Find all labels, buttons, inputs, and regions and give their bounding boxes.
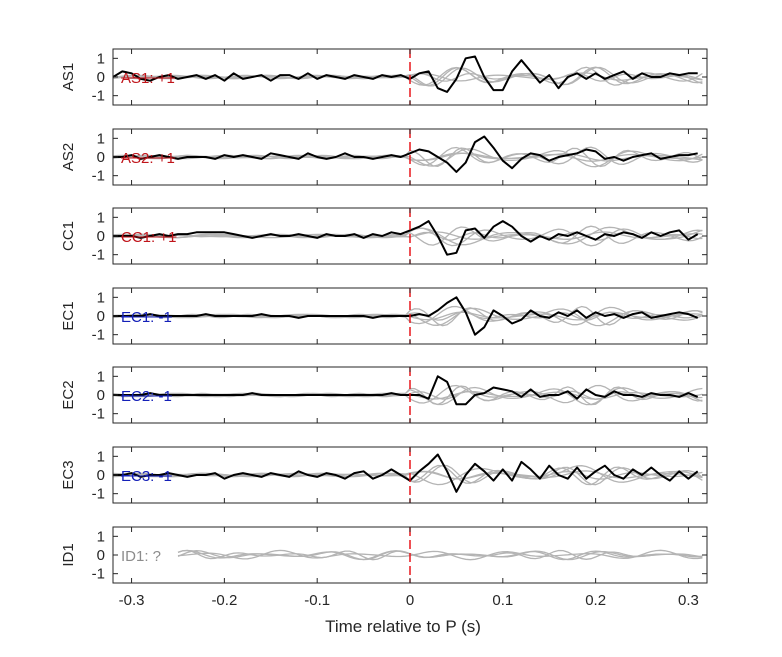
- y-tick-label: 1: [97, 130, 105, 147]
- station-label: AS1: [60, 63, 77, 91]
- background-traces: [177, 549, 703, 561]
- station-label: CC1: [60, 221, 77, 251]
- y-tick-label: -1: [92, 168, 105, 185]
- y-tick-label: -1: [92, 406, 105, 423]
- waveform-trace: [113, 296, 699, 336]
- background-trace: [113, 231, 703, 240]
- y-tick-label: 1: [97, 50, 105, 67]
- y-tick-label: -1: [92, 566, 105, 583]
- y-tick-label: 0: [97, 228, 105, 245]
- y-tick-label: 1: [97, 448, 105, 465]
- y-tick-label: 1: [97, 289, 105, 306]
- x-tick-label: -0.1: [304, 592, 330, 609]
- background-trace: [113, 225, 703, 246]
- y-tick-label: 0: [97, 387, 105, 404]
- background-trace: [113, 305, 703, 327]
- y-tick-label: 0: [97, 547, 105, 564]
- panel-id1: 1 0 -1 ID1 ID1: ? -0.3 -0.2 -0.1 0 0.1 0.2 0.3: [60, 526, 708, 609]
- y-tick-label: -1: [92, 88, 105, 105]
- background-trace: [177, 549, 703, 561]
- waveform-trace: [113, 135, 698, 173]
- waveform-trace: [113, 375, 699, 406]
- polarity-label: ID1: ?: [121, 548, 161, 565]
- background-trace: [177, 549, 703, 561]
- station-label: EC2: [60, 380, 77, 409]
- station-label: EC3: [60, 460, 77, 489]
- background-traces: [113, 225, 703, 247]
- y-tick-label: 0: [97, 69, 105, 86]
- y-tick-label: 0: [97, 149, 105, 166]
- background-trace: [113, 384, 703, 404]
- waveform-trace: [113, 220, 699, 256]
- y-tick-label: -1: [92, 247, 105, 264]
- station-label: ID1: [60, 543, 77, 566]
- y-tick-label: 1: [97, 209, 105, 226]
- x-tick-label: 0.3: [678, 592, 699, 609]
- waveform-trace: [113, 453, 699, 493]
- x-tick-label: -0.3: [119, 592, 145, 609]
- y-tick-label: -1: [92, 327, 105, 344]
- station-label: AS2: [60, 143, 77, 171]
- y-tick-label: -1: [92, 486, 105, 503]
- x-tick-label: 0: [406, 592, 414, 609]
- y-tick-label: 0: [97, 467, 105, 484]
- waveform-trace: [113, 55, 698, 93]
- y-tick-label: 0: [97, 308, 105, 325]
- x-tick-label: 0.1: [492, 592, 513, 609]
- x-tick-label: 0.2: [585, 592, 606, 609]
- x-axis-label: Time relative to P (s): [325, 617, 481, 636]
- y-tick-label: 1: [97, 528, 105, 545]
- station-label: EC1: [60, 301, 77, 330]
- y-tick-label: 1: [97, 368, 105, 385]
- x-tick-label: -0.2: [211, 592, 237, 609]
